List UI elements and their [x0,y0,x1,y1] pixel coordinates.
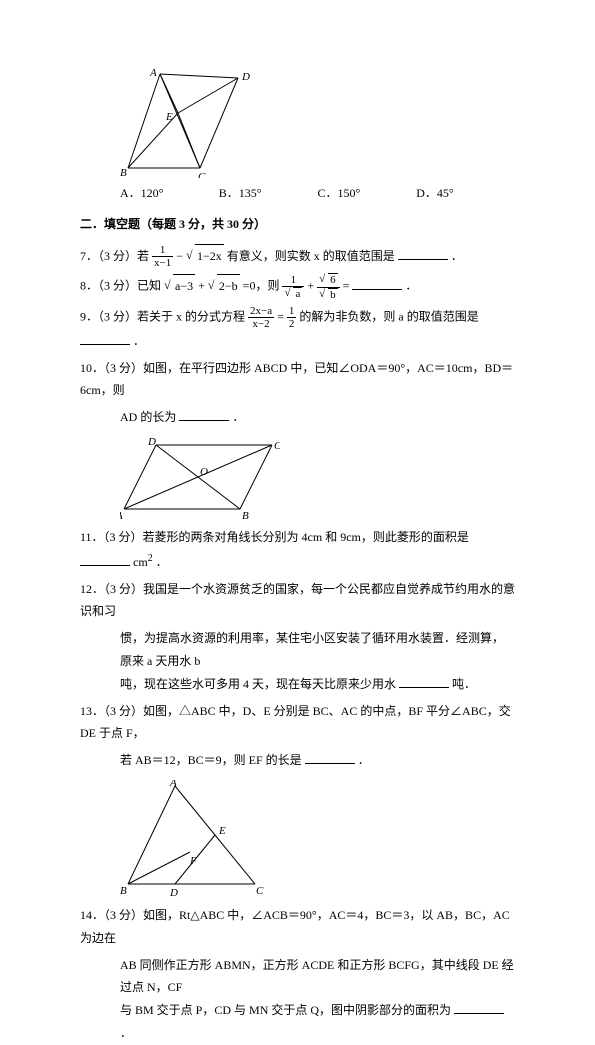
svg-text:C: C [274,440,280,452]
q9-prefix: 9．（3 分）若关于 x 的分式方程 [80,309,245,323]
q13-line1: 13．（3 分）如图，△ABC 中，D、E 分别是 BC、AC 的中点，BF 平… [80,700,515,746]
q10-line2-b: ． [232,410,244,424]
q6-choices: A．120° B．135° C．150° D．45° [120,182,515,205]
q13-line2: 若 AB＝12，BC＝9，则 EF 的长是 ． [120,749,515,772]
q7-prefix: 7．（3 分）若 [80,249,149,263]
svg-text:F: F [189,855,197,867]
q12-line3: 吨，现在这些水可多用 4 天，现在每天比原来少用水 吨． [120,673,515,696]
q8-frac1: 1 a [282,274,304,300]
svg-text:B: B [242,510,249,522]
svg-text:E: E [218,825,226,837]
q9-frac: 2x−a x−2 [248,305,274,330]
svg-text:D: D [147,437,156,448]
q7-end: ． [451,249,463,263]
q8-eq0: =0，则 [243,279,280,293]
q6-choice-c: C．150° [318,182,417,205]
q7-blank [398,247,448,260]
q13-figure: A B C D E F [120,780,515,900]
q11-end: ． [156,555,168,569]
q7-frac-den: x−1 [152,257,173,269]
svg-text:E: E [165,111,173,123]
q7-minus: − [176,249,183,263]
q11-sup: 2 [148,553,153,564]
q10-blank [179,408,229,421]
q12-line3-a: 吨，现在这些水可多用 4 天，现在每天比原来少用水 [120,677,396,691]
q8-frac2-den: b [317,288,340,301]
q9-end: ． [133,334,145,348]
q9: 9．（3 分）若关于 x 的分式方程 2x−a x−2 = 1 2 的解为非负数… [80,305,515,353]
q9-blank [80,332,130,345]
q13-line2-b: ． [358,753,370,767]
q6-choice-b: B．135° [219,182,318,205]
q12-line1: 12．（3 分）我国是一个水资源贫乏的国家，每一个公民都应自觉养成节约用水的意识… [80,578,515,624]
q11: 11．（3 分）若菱形的两条对角线长分别为 4cm 和 9cm，则此菱形的面积是… [80,526,515,574]
q13-line2-a: 若 AB＝12，BC＝9，则 EF 的长是 [120,753,302,767]
q7-frac-num: 1 [152,244,173,257]
svg-text:C: C [198,171,206,178]
q8-sqrt1: a−3 [173,274,195,298]
svg-text:C: C [256,885,264,897]
q8-end: ． [405,279,417,293]
q8-frac1-num: 1 [282,274,304,287]
svg-text:A: A [149,68,157,79]
q14-line2: AB 同侧作正方形 ABMN，正方形 ACDE 和正方形 BCFG，其中线段 D… [120,954,515,1000]
q8-frac2-den-sqrt: b [328,288,338,301]
q9-eq: = [277,309,284,323]
svg-text:D: D [169,887,178,899]
q11-blank [80,553,130,566]
q14-blank [454,1001,504,1014]
q10-line2: AD 的长为 ． [120,406,515,429]
q8-frac1-den: a [282,287,304,300]
q14-line1: 14．（3 分）如图，Rt△ABC 中，∠ACB＝90°，AC＝4，BC＝3，以… [80,904,515,950]
q9-frac-num: 2x−a [248,305,274,318]
svg-text:A: A [120,510,123,522]
q14-line3-b: ． [120,1026,132,1040]
q8-eq: = [343,279,350,293]
q14-line3: 与 BM 交于点 P，CD 与 MN 交于点 Q，图中阴影部分的面积为 ． [120,999,515,1045]
q9-suffix: 的解为非负数，则 a 的取值范围是 [299,309,478,323]
q10-figure: A B C D O [120,437,515,522]
q9-frac2-num: 1 [287,305,297,318]
q8-frac2-num-sqrt: 6 [328,273,338,286]
q10-line1: 10．（3 分）如图，在平行四边形 ABCD 中，已知∠ODA＝90°，AC＝1… [80,357,515,403]
q8-frac1-den-sqrt: a [293,287,302,300]
svg-text:B: B [120,167,127,178]
q7-sqrt: 1−2x [195,244,224,268]
svg-text:A: A [169,780,177,789]
q8-plus2: + [307,279,314,293]
section-2-header: 二．填空题（每题 3 分，共 30 分） [80,213,515,236]
q8: 8．（3 分）已知 a−3 + 2−b =0，则 1 a + 6 b = ． [80,273,515,300]
q14-line3-a: 与 BM 交于点 P，CD 与 MN 交于点 Q，图中阴影部分的面积为 [120,1003,451,1017]
q11-unit: cm [133,555,148,569]
q12-line3-b: 吨． [452,677,476,691]
svg-text:D: D [241,71,250,83]
q8-blank [352,277,402,290]
q6-choice-a: A．120° [120,182,219,205]
q9-frac2-den: 2 [287,318,297,330]
q8-plus1: + [198,279,205,293]
q8-prefix: 8．（3 分）已知 [80,279,161,293]
q7-suffix: 有意义，则实数 x 的取值范围是 [227,249,395,263]
q11-text: 11．（3 分）若菱形的两条对角线长分别为 4cm 和 9cm，则此菱形的面积是 [80,530,469,544]
q8-frac2: 6 b [317,273,340,300]
q6-choice-d: D．45° [416,182,515,205]
q9-frac-den: x−2 [248,318,274,330]
q12-line2: 惯，为提高水资源的利用率，某住宅小区安装了循环用水装置．经测算，原来 a 天用水… [120,627,515,673]
svg-text:O: O [200,466,208,478]
q7: 7．（3 分）若 1 x−1 − 1−2x 有意义，则实数 x 的取值范围是 ． [80,244,515,270]
svg-text:B: B [120,885,127,897]
q10-line2-a: AD 的长为 [120,410,176,424]
q9-frac2: 1 2 [287,305,297,330]
q8-sqrt2: 2−b [217,274,240,298]
q12-blank [399,675,449,688]
q6-figure: A D B C E [120,68,515,178]
q13-blank [305,751,355,764]
q7-frac: 1 x−1 [152,244,173,269]
q8-frac2-num: 6 [317,273,340,287]
